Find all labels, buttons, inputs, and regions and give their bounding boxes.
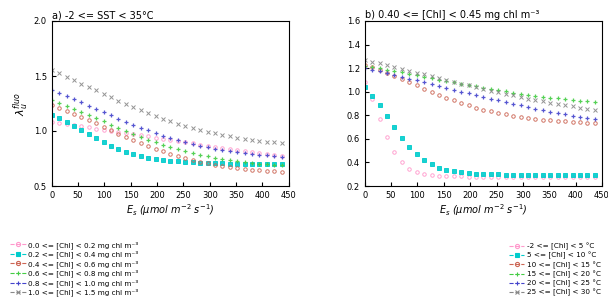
- Legend: -2 <= [Chl] < 5 °C, 5 <= [Chl] < 10 °C, 10 <= [Chl] < 15 °C, 15 <= [Chl] < 20 °C: -2 <= [Chl] < 5 °C, 5 <= [Chl] < 10 °C, …: [508, 242, 601, 296]
- Text: b) 0.40 <= [Chl] < 0.45 mg chl m⁻³: b) 0.40 <= [Chl] < 0.45 mg chl m⁻³: [365, 10, 539, 20]
- Y-axis label: $\lambda_u^{fluo}$: $\lambda_u^{fluo}$: [12, 92, 31, 116]
- Text: a) -2 <= SST < 35°C: a) -2 <= SST < 35°C: [52, 10, 153, 20]
- X-axis label: $E_s$ (μmol $m^{-2}$ $s^{-1}$): $E_s$ (μmol $m^{-2}$ $s^{-1}$): [126, 202, 215, 218]
- Legend: 0.0 <= [Chl] < 0.2 mg chl m⁻³, 0.2 <= [Chl] < 0.4 mg chl m⁻³, 0.4 <= [Chl] < 0.6: 0.0 <= [Chl] < 0.2 mg chl m⁻³, 0.2 <= [C…: [10, 241, 139, 296]
- X-axis label: $E_s$ (μmol $m^{-2}$ $s^{-1}$): $E_s$ (μmol $m^{-2}$ $s^{-1}$): [439, 202, 528, 218]
